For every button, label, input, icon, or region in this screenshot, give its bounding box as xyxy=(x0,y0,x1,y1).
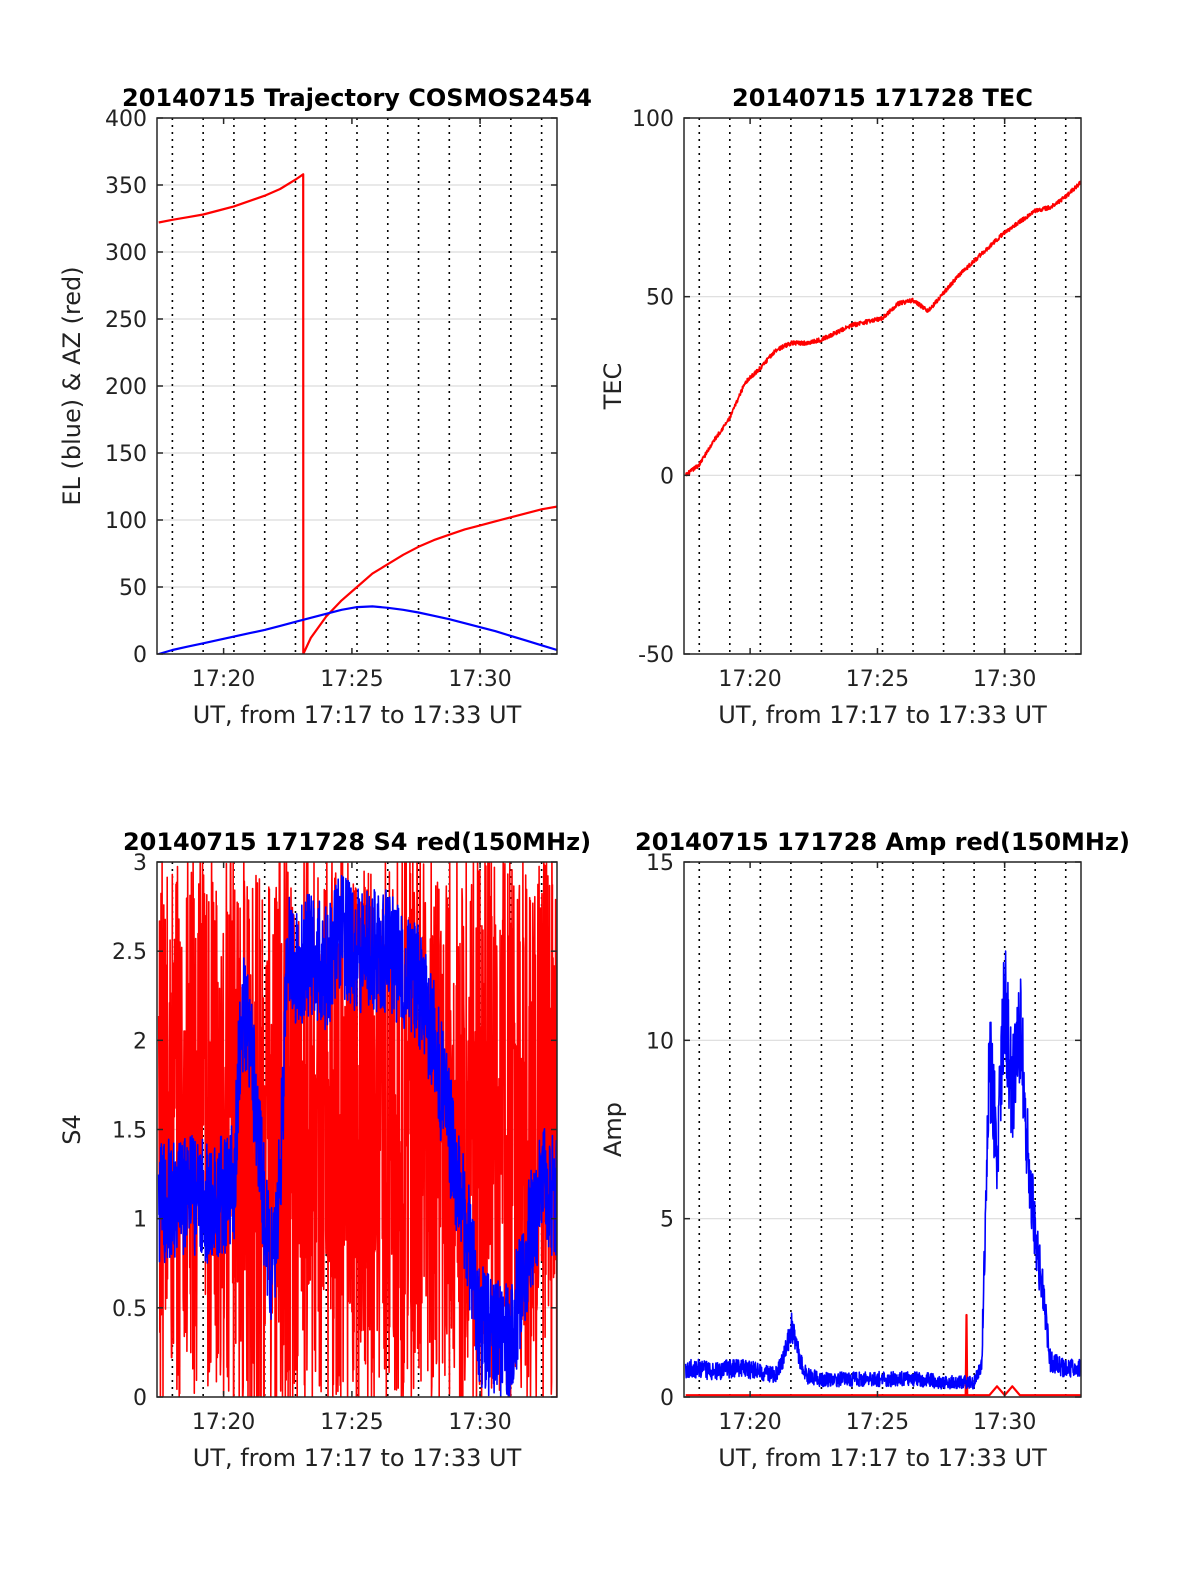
y-tick-label: 0.5 xyxy=(112,1297,147,1322)
series-line-red xyxy=(157,862,557,1397)
y-tick-label: 50 xyxy=(119,576,147,601)
x-tick-label: 17:30 xyxy=(973,667,1036,692)
axes-box xyxy=(683,861,1082,1398)
series-group xyxy=(684,180,1081,477)
y-tick-label: 3 xyxy=(133,851,147,876)
panel-amp: 0 5 10 15 17:20 17:25 17:30 20140715 171728 Amp… xyxy=(599,828,1130,1472)
series-line-blue xyxy=(684,950,1081,1390)
series-line-red xyxy=(684,180,1081,477)
y-tick-label: 1.5 xyxy=(112,1119,147,1144)
y-axis-label: TEC xyxy=(599,363,627,411)
y-axis-label: Amp xyxy=(599,1102,627,1157)
panel-s4: 0 0.5 1 1.5 2 2.5 3 17:20 17:25 17:30 20140715 171… xyxy=(58,828,591,1472)
y-tick-label: 5 xyxy=(660,1208,674,1233)
x-tick-label: 17:20 xyxy=(192,1410,255,1435)
panel-tec: -50 0 50 100 17:20 17:25 17:30 20140715 171728 … xyxy=(599,84,1082,729)
series-line-red xyxy=(158,173,557,654)
y-tick-label: 200 xyxy=(105,375,147,400)
x-axis-label: UT, from 17:17 to 17:33 UT xyxy=(718,1444,1047,1472)
y-tick-label: 0 xyxy=(660,464,674,489)
y-tick-label: 400 xyxy=(105,107,147,132)
y-tick-label: 0 xyxy=(133,643,147,668)
x-tick-label: 17:20 xyxy=(192,667,255,692)
y-tick-label: 150 xyxy=(105,442,147,467)
x-tick-label: 17:30 xyxy=(973,1410,1036,1435)
y-tick-label: 2.5 xyxy=(112,940,147,965)
x-tick-label: 17:20 xyxy=(718,667,781,692)
y-tick-label: 50 xyxy=(646,286,674,311)
y-tick-label: 250 xyxy=(105,308,147,333)
y-tick-label: 100 xyxy=(105,509,147,534)
axes-box xyxy=(683,117,1082,655)
x-axis-label: UT, from 17:17 to 17:33 UT xyxy=(718,701,1047,729)
y-tick-label: 0 xyxy=(133,1386,147,1411)
series-line-red xyxy=(685,1313,1081,1397)
y-axis-label: S4 xyxy=(58,1114,86,1145)
y-tick-label: 10 xyxy=(646,1029,674,1054)
panel-trajectory: 0 50 100 150 200 250 300 350 400 17:20 17:25 17:30 2… xyxy=(58,84,592,729)
chart-title: 20140715 171728 S4 red(150MHz) xyxy=(123,828,591,856)
y-tick-label: 300 xyxy=(105,241,147,266)
x-axis-label: UT, from 17:17 to 17:33 UT xyxy=(193,1444,522,1472)
x-tick-label: 17:25 xyxy=(320,667,383,692)
y-tick-label: 2 xyxy=(133,1029,147,1054)
x-tick-label: 17:25 xyxy=(846,667,909,692)
series-group xyxy=(684,950,1081,1397)
series-group xyxy=(158,173,557,654)
x-axis-label: UT, from 17:17 to 17:33 UT xyxy=(193,701,522,729)
y-axis-label: EL (blue) & AZ (red) xyxy=(58,266,86,505)
x-tick-label: 17:25 xyxy=(846,1410,909,1435)
y-tick-label: -50 xyxy=(638,643,674,668)
y-tick-label: 15 xyxy=(646,851,674,876)
series-group xyxy=(157,862,557,1397)
series-line-blue xyxy=(157,874,557,1397)
chart-title: 20140715 171728 Amp red(150MHz) xyxy=(635,828,1130,856)
x-tick-label: 17:30 xyxy=(448,667,511,692)
x-tick-label: 17:30 xyxy=(448,1410,511,1435)
y-tick-label: 350 xyxy=(105,174,147,199)
x-tick-label: 17:25 xyxy=(320,1410,383,1435)
chart-title: 20140715 171728 TEC xyxy=(732,84,1033,112)
x-tick-label: 17:20 xyxy=(718,1410,781,1435)
y-tick-label: 100 xyxy=(632,107,674,132)
y-tick-label: 1 xyxy=(133,1208,147,1233)
series-line-blue xyxy=(158,605,557,654)
chart-title: 20140715 Trajectory COSMOS2454 xyxy=(122,84,592,112)
y-tick-label: 0 xyxy=(660,1386,674,1411)
